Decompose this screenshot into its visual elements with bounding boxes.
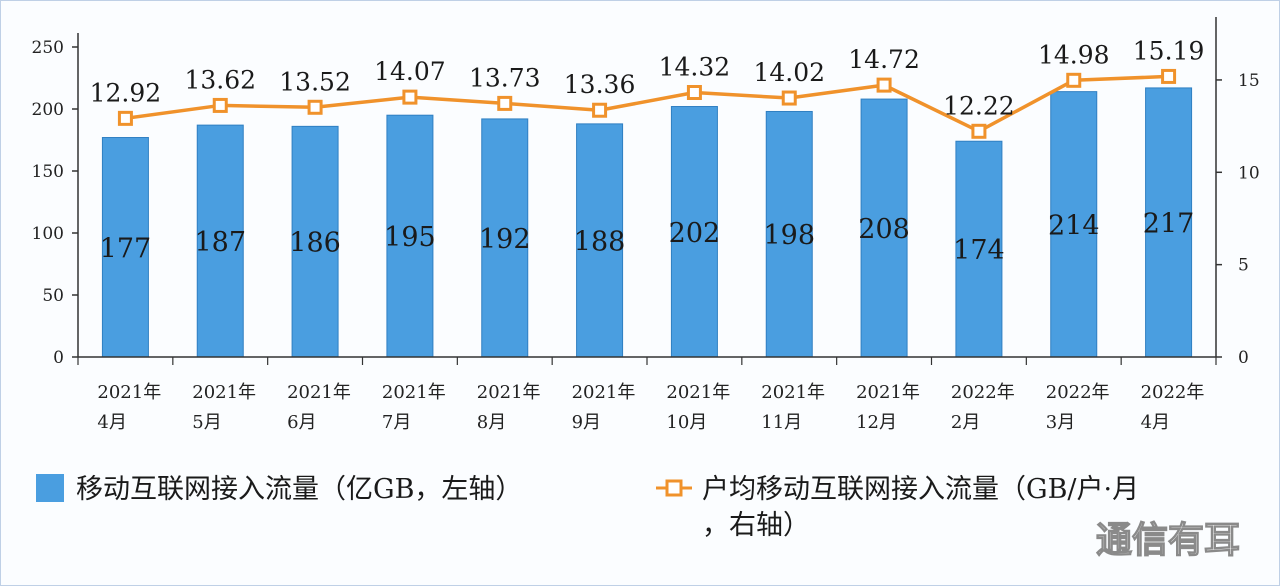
bar [765,110,813,358]
right-y-axis: 0 5 10 15 [1215,17,1260,368]
x-tick-label-month: 4月 [1141,412,1170,433]
line-value-label: 13.62 [184,65,256,94]
line-point [971,123,987,139]
left-tick-label: 250 [32,38,64,58]
left-tick-label: 200 [32,100,64,120]
bar-value-label: 188 [574,226,626,257]
x-tick-label-month: 12月 [856,412,897,433]
line-value-label: 15.19 [1133,36,1205,65]
x-tick-label-month: 6月 [287,412,316,433]
line-point [686,85,702,101]
bar [196,124,244,358]
x-tick-label-year: 2021年 [572,382,636,403]
bar [101,137,149,358]
line-value-label: 12.22 [943,91,1015,120]
bar-value-label: 208 [858,214,910,245]
x-tick-label-month: 11月 [761,412,802,433]
line-point [1161,68,1177,84]
bar-value-labels: 177 187 186 195 192 188 202 198 208 174 214 217 [100,208,1195,266]
legend-bar-label: 移动互联网接入流量（亿GB，左轴） [76,474,522,505]
line-point [781,90,797,106]
line-value-labels: 12.92 13.62 13.52 14.07 13.73 13.36 14.32 14.02… [90,36,1205,120]
bar [291,125,339,358]
x-tick-label-year: 2021年 [666,382,730,403]
legend-line-label-line1: 户均移动互联网接入流量（GB/户·月 [702,474,1139,505]
legend: 移动互联网接入流量（亿GB，左轴） 户均移动互联网接入流量（GB/户·月 ，右轴… [36,474,1139,541]
bar-value-label: 174 [953,235,1005,266]
line-point [497,95,513,111]
line-value-label: 14.98 [1038,40,1110,69]
x-tick-label-month: 9月 [572,412,601,433]
bar-value-label: 198 [763,220,815,251]
line-point [592,102,608,118]
x-tick-label-year: 2022年 [1141,382,1205,403]
left-tick-label: 100 [32,224,64,244]
x-tick-label-year: 2022年 [1046,382,1110,403]
legend-bar-swatch [36,474,64,502]
bar [860,98,908,358]
line-point [307,99,323,115]
right-tick-label: 5 [1238,256,1249,276]
line-point [1066,72,1082,88]
line-point [212,97,228,113]
line-value-label: 12.92 [90,78,162,107]
right-tick-label: 15 [1238,71,1260,91]
bar-value-label: 192 [479,224,531,255]
bar-series [101,87,1193,358]
left-tick-label: 150 [32,162,64,182]
x-tick-label-year: 2021年 [382,382,446,403]
line-series [117,68,1177,139]
bar-value-label: 202 [669,218,721,249]
line-point [117,110,133,126]
x-axis: 2021年 4月 2021年 5月 2021年 6月 2021年 7月 2021年 8月 2021年… [77,356,1217,433]
line-value-label: 14.07 [374,57,446,86]
bar-value-label: 214 [1048,210,1100,241]
bar [1050,91,1098,358]
x-tick-label-year: 2021年 [477,382,541,403]
left-y-axis: 0 50 100 150 200 250 [32,33,79,368]
line-value-label: 13.36 [564,70,636,99]
right-tick-label: 0 [1238,348,1249,368]
left-tick-label: 0 [53,348,64,368]
legend-line-label-line2: ，右轴） [702,510,810,541]
line-point [402,89,418,105]
bar-value-label: 177 [100,233,152,264]
x-tick-label-month: 7月 [382,412,411,433]
line-value-label: 14.72 [848,45,920,74]
line-value-label: 14.32 [659,53,731,82]
line-point [876,77,892,93]
x-tick-label-year: 2021年 [856,382,920,403]
line-value-label: 14.02 [753,58,825,87]
x-tick-label-year: 2021年 [761,382,825,403]
x-tick-label-month: 8月 [477,412,506,433]
line-path [125,74,1169,134]
x-tick-label-month: 4月 [97,412,126,433]
x-tick-label-year: 2021年 [97,382,161,403]
bar [576,123,624,358]
bar-value-label: 217 [1143,208,1195,239]
right-tick-label: 10 [1238,163,1260,183]
x-tick-label-month: 10月 [666,412,707,433]
left-tick-label: 50 [42,286,64,306]
bar [955,140,1003,358]
legend-line-marker [665,479,683,497]
bar-value-label: 186 [289,228,341,259]
line-value-label: 13.73 [469,63,541,92]
bar-value-label: 187 [194,227,246,258]
x-tick-label-year: 2022年 [951,382,1015,403]
watermark: 通信有耳 [1096,520,1240,561]
x-tick-label-month: 5月 [192,412,221,433]
x-tick-label-year: 2021年 [287,382,351,403]
bar [670,106,718,358]
line-value-label: 13.52 [279,67,351,96]
x-tick-label-year: 2021年 [192,382,256,403]
bar-value-label: 195 [384,222,436,253]
x-tick-label-month: 3月 [1046,412,1075,433]
x-tick-label-month: 2月 [951,412,980,433]
